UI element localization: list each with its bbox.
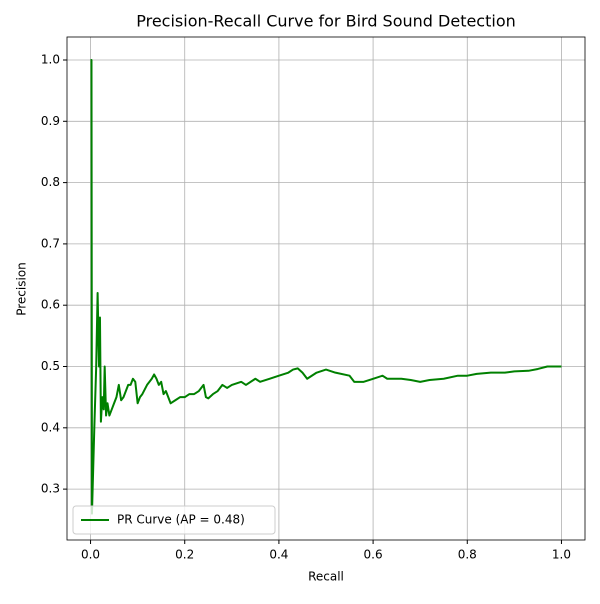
legend-box bbox=[72, 505, 276, 535]
x-tick-label: 0.8 bbox=[458, 548, 477, 562]
chart-title: Precision-Recall Curve for Bird Sound De… bbox=[136, 12, 516, 31]
y-tick-label: 0.8 bbox=[41, 175, 60, 189]
y-tick-label: 0.7 bbox=[41, 236, 60, 250]
y-tick-label: 0.6 bbox=[41, 298, 60, 312]
x-tick-label: 0.2 bbox=[175, 548, 194, 562]
y-axis-label: Precision bbox=[15, 262, 29, 316]
x-axis-label: Recall bbox=[308, 570, 344, 584]
y-tick-label: 0.4 bbox=[41, 420, 60, 434]
axes-frame bbox=[66, 36, 586, 541]
y-tick-label: 0.3 bbox=[41, 482, 60, 496]
y-tick-label: 1.0 bbox=[41, 52, 60, 66]
y-tick-label: 0.9 bbox=[41, 114, 60, 128]
legend-label: PR Curve (AP = 0.48) bbox=[117, 513, 245, 527]
y-tick-label: 0.5 bbox=[41, 359, 60, 373]
x-tick-label: 0.4 bbox=[269, 548, 288, 562]
pr-curve bbox=[90, 58, 562, 515]
x-tick-label: 1.0 bbox=[552, 548, 571, 562]
x-tick-label: 0.0 bbox=[81, 548, 100, 562]
x-tick-label: 0.6 bbox=[364, 548, 383, 562]
